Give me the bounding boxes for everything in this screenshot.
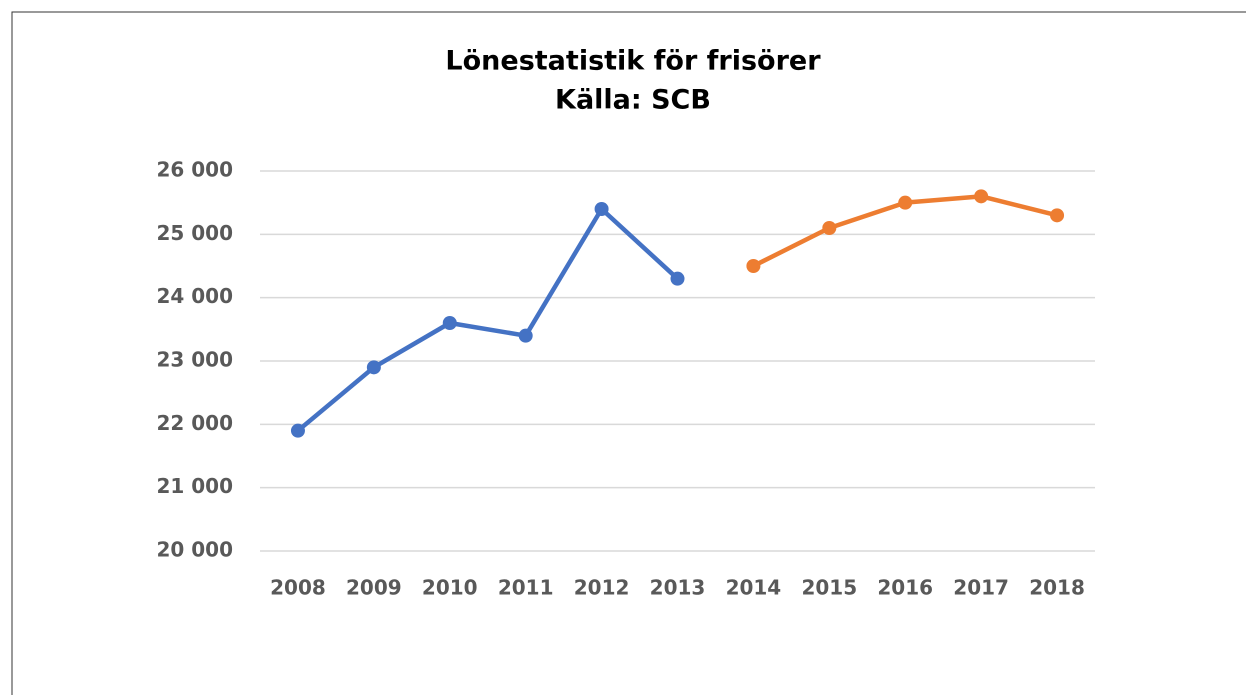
point	[898, 195, 913, 210]
x-tick-label: 2008	[270, 576, 326, 600]
y-tick-label: 22 000	[156, 411, 233, 435]
chart-subtitle: Källa: SCB	[555, 85, 711, 116]
point	[518, 328, 533, 343]
chart-title: Lönestatistik för frisörer	[445, 46, 821, 77]
x-tick-label: 2010	[422, 576, 478, 600]
point	[974, 189, 989, 204]
y-tick-label: 20 000	[156, 538, 233, 562]
point	[594, 202, 609, 216]
x-tick-label: 2018	[1029, 576, 1085, 600]
point	[670, 271, 685, 286]
x-tick-label: 2014	[726, 576, 782, 600]
x-tick-label: 2016	[877, 576, 933, 600]
series-line	[296, 206, 680, 433]
x-tick-label: 2012	[574, 576, 630, 600]
y-tick-label: 24 000	[156, 284, 233, 308]
point	[290, 423, 305, 438]
x-tick-label: 2013	[650, 576, 706, 600]
point	[366, 360, 381, 375]
point	[442, 316, 457, 330]
x-tick-label: 2015	[801, 576, 857, 600]
x-tick-label: 2009	[346, 576, 402, 600]
point	[822, 221, 837, 235]
y-tick-label: 21 000	[156, 474, 233, 498]
frame	[11, 11, 1246, 695]
y-tick-label: 26 000	[156, 158, 233, 182]
point	[1050, 208, 1065, 223]
y-tick-label: 25 000	[156, 221, 233, 245]
x-tick-label: 2011	[498, 576, 554, 600]
x-tick-label: 2017	[953, 576, 1009, 600]
point	[746, 259, 761, 273]
y-tick-label: 23 000	[156, 348, 233, 372]
